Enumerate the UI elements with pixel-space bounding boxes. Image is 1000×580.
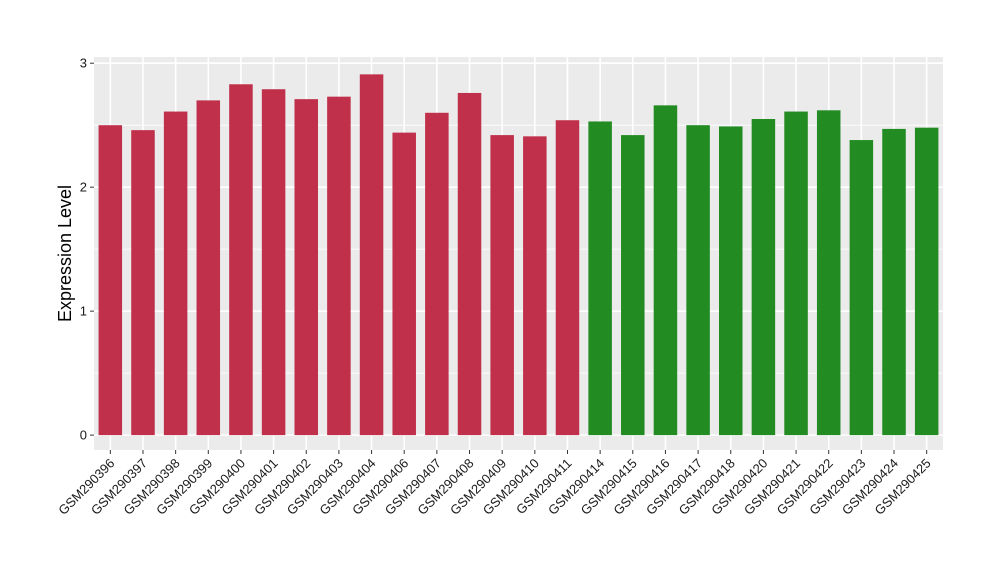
- bar-GSM290415: [621, 135, 645, 436]
- bar-GSM290407: [425, 112, 449, 436]
- bar-GSM290421: [784, 111, 808, 436]
- y-tick-label: 3: [80, 56, 87, 71]
- bar-GSM290397: [131, 130, 155, 436]
- bar-GSM290417: [686, 125, 710, 436]
- bar-GSM290406: [392, 132, 416, 436]
- y-axis-label: Expression Level: [55, 185, 75, 322]
- y-axis: 0 1 2 3: [80, 56, 94, 443]
- bars: [98, 74, 939, 436]
- bar-GSM290411: [555, 120, 580, 436]
- bar-GSM290414: [588, 121, 612, 436]
- y-tick-label: 1: [80, 304, 87, 319]
- x-axis: GSM290396GSM290397GSM290398GSM290399GSM2…: [55, 450, 934, 518]
- bar-GSM290399: [196, 100, 221, 436]
- bar-GSM290420: [751, 118, 776, 436]
- bar-GSM290404: [359, 74, 384, 436]
- bar-GSM290400: [229, 84, 253, 436]
- bar-GSM290396: [98, 125, 123, 436]
- bar-GSM290416: [653, 105, 678, 436]
- bar-GSM290425: [914, 127, 939, 436]
- bar-GSM290424: [882, 128, 906, 436]
- bar-GSM290408: [457, 92, 482, 436]
- y-tick-label: 0: [80, 428, 87, 443]
- bar-GSM290402: [294, 99, 319, 436]
- y-tick-label: 2: [80, 180, 87, 195]
- bar-GSM290418: [718, 126, 743, 436]
- bar-GSM290409: [490, 135, 514, 436]
- bar-GSM290398: [163, 111, 188, 436]
- plot-panel: [94, 57, 943, 450]
- bar-GSM290422: [816, 110, 841, 436]
- bar-GSM290410: [523, 136, 547, 436]
- bar-GSM290401: [261, 89, 286, 436]
- bar-GSM290423: [849, 140, 874, 436]
- bar-GSM290403: [327, 96, 351, 436]
